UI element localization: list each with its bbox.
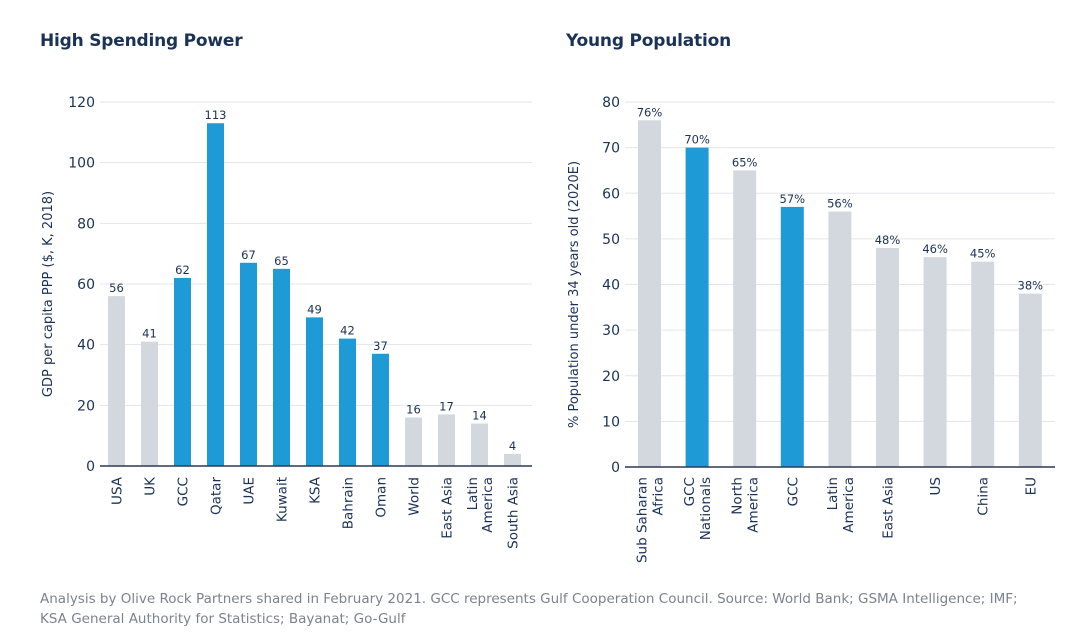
data-label: 42 [340, 324, 355, 338]
y-tick-label: 80 [77, 216, 95, 232]
data-label: 37 [373, 339, 388, 353]
x-tick-label: America [841, 477, 857, 533]
bar-spending [504, 453, 521, 466]
x-tick-label: North [730, 477, 746, 515]
data-label: 62 [175, 263, 190, 277]
x-tick-label: Oman [374, 477, 390, 518]
y-tick-label: 20 [77, 398, 95, 414]
x-tick-label: GCC [785, 477, 801, 506]
data-label: 49 [307, 302, 322, 316]
data-label: 17 [439, 399, 454, 413]
data-label: 56% [827, 197, 853, 211]
bar-population [876, 248, 899, 467]
data-label: 67 [241, 248, 256, 262]
x-tick-label: East Asia [440, 477, 456, 539]
x-tick-label: Sub Saharan [635, 477, 651, 563]
y-tick-label: 70 [602, 141, 620, 157]
bar-spending [405, 417, 422, 466]
x-tick-label: Kuwait [275, 477, 291, 522]
y-tick-label: 40 [602, 278, 620, 294]
y-tick-label: 60 [602, 186, 620, 202]
bar-spending [108, 296, 125, 466]
data-label: 57% [780, 192, 806, 206]
data-label: 45% [970, 247, 996, 261]
x-tick-label: GCC [682, 477, 698, 506]
y-tick-label: 30 [602, 323, 620, 339]
bar-spending [240, 262, 257, 466]
data-label: 46% [922, 242, 948, 256]
bar-population [923, 257, 947, 467]
bar-spending [306, 317, 323, 466]
y-tick-label: 50 [602, 232, 620, 248]
x-tick-label: Latin [465, 477, 481, 510]
data-label: 65 [274, 254, 289, 268]
footnote: Analysis by Olive Rock Partners shared i… [40, 589, 1070, 629]
bar-population [685, 147, 709, 467]
bar-spending [141, 341, 158, 466]
chart-title-spending: High Spending Power [40, 31, 243, 51]
data-label: 56 [109, 281, 124, 295]
chart-title-population: Young Population [566, 31, 731, 51]
y-axis-label: % Population under 34 years old (2020E) [567, 161, 582, 428]
footnote-line-2: KSA General Authority for Statistics; Ba… [40, 611, 406, 627]
bar-spending [207, 123, 224, 466]
bar-spending [471, 423, 488, 466]
y-tick-label: 0 [86, 459, 95, 475]
data-label: 48% [875, 233, 901, 247]
data-label: 76% [637, 105, 663, 119]
bar-population [828, 211, 852, 467]
bar-spending [273, 268, 290, 466]
bar-population [638, 120, 661, 467]
y-tick-label: 0 [611, 460, 620, 476]
footnote-line-1: Analysis by Olive Rock Partners shared i… [40, 591, 1018, 607]
y-axis-label: GDP per capita PPP ($, K, 2018) [41, 191, 56, 397]
x-tick-label: USA [110, 476, 126, 505]
x-tick-label: China [976, 477, 992, 516]
x-tick-label: Latin [825, 477, 841, 510]
x-tick-label: KSA [308, 476, 324, 504]
bar-population [971, 261, 995, 467]
x-tick-label: UAE [242, 477, 258, 505]
data-label: 113 [205, 108, 227, 122]
x-tick-label: Africa [651, 477, 667, 516]
x-tick-label: America [746, 477, 762, 533]
x-tick-label: World [407, 477, 423, 516]
data-label: 65% [732, 155, 758, 169]
data-label: 14 [472, 409, 487, 423]
bar-population [780, 206, 804, 467]
y-tick-label: 10 [602, 414, 620, 430]
bar-spending [372, 353, 389, 466]
y-tick-label: 80 [602, 95, 620, 111]
data-label: 41 [142, 327, 157, 341]
bar-spending [174, 277, 191, 466]
y-tick-label: 60 [77, 277, 95, 293]
bar-spending [339, 338, 356, 466]
x-tick-label: GCC [176, 477, 192, 506]
y-tick-label: 20 [602, 369, 620, 385]
x-tick-label: South Asia [506, 477, 522, 549]
y-tick-label: 120 [68, 95, 95, 111]
data-label: 38% [1018, 279, 1044, 293]
x-tick-label: Qatar [209, 477, 225, 515]
x-tick-label: America [480, 477, 496, 533]
x-tick-label: Nationals [698, 477, 714, 540]
x-tick-label: UK [143, 476, 159, 496]
y-tick-label: 100 [68, 156, 95, 172]
data-label: 4 [509, 439, 516, 453]
bar-population [733, 170, 757, 467]
x-tick-label: US [928, 477, 944, 495]
bar-spending [438, 414, 455, 466]
data-label: 70% [684, 133, 710, 147]
x-tick-label: EU [1023, 477, 1039, 495]
x-tick-label: Bahrain [341, 477, 357, 529]
bar-population [1018, 293, 1042, 467]
x-tick-label: East Asia [881, 477, 897, 539]
y-tick-label: 40 [77, 338, 95, 354]
data-label: 16 [406, 402, 421, 416]
